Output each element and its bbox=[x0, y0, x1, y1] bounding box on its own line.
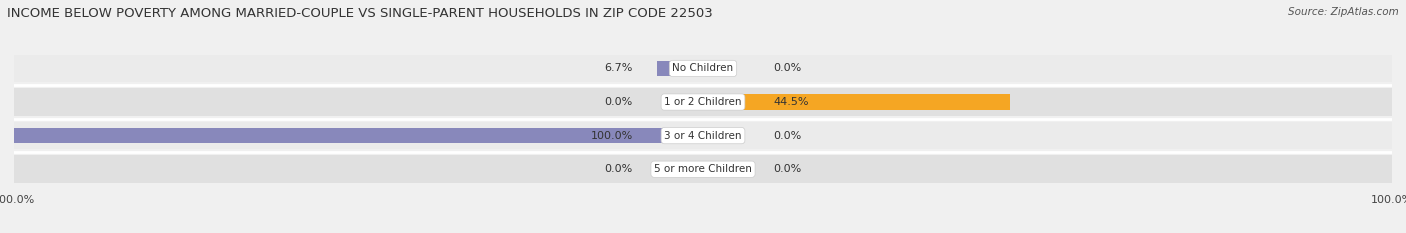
Text: No Children: No Children bbox=[672, 63, 734, 73]
Bar bbox=[703, 94, 1010, 110]
Bar bbox=[703, 55, 1392, 82]
Bar bbox=[14, 55, 703, 82]
Bar bbox=[703, 61, 713, 76]
Text: 5 or more Children: 5 or more Children bbox=[654, 164, 752, 174]
Text: 0.0%: 0.0% bbox=[773, 63, 801, 73]
Text: 0.0%: 0.0% bbox=[773, 164, 801, 174]
Bar bbox=[703, 128, 713, 143]
Text: 44.5%: 44.5% bbox=[773, 97, 808, 107]
Bar bbox=[703, 122, 1392, 149]
Bar bbox=[693, 162, 703, 177]
Bar bbox=[14, 155, 703, 183]
Bar bbox=[14, 88, 703, 116]
Bar bbox=[657, 61, 703, 76]
Text: 0.0%: 0.0% bbox=[773, 131, 801, 141]
Bar bbox=[14, 128, 703, 143]
Text: 6.7%: 6.7% bbox=[605, 63, 633, 73]
Text: 100.0%: 100.0% bbox=[591, 131, 633, 141]
Text: 1 or 2 Children: 1 or 2 Children bbox=[664, 97, 742, 107]
Text: 3 or 4 Children: 3 or 4 Children bbox=[664, 131, 742, 141]
Bar bbox=[703, 88, 1392, 116]
Bar bbox=[703, 162, 713, 177]
Text: 0.0%: 0.0% bbox=[605, 164, 633, 174]
Text: Source: ZipAtlas.com: Source: ZipAtlas.com bbox=[1288, 7, 1399, 17]
Bar bbox=[703, 155, 1392, 183]
Text: INCOME BELOW POVERTY AMONG MARRIED-COUPLE VS SINGLE-PARENT HOUSEHOLDS IN ZIP COD: INCOME BELOW POVERTY AMONG MARRIED-COUPL… bbox=[7, 7, 713, 20]
Bar bbox=[693, 94, 703, 110]
Text: 0.0%: 0.0% bbox=[605, 97, 633, 107]
Bar bbox=[14, 122, 703, 149]
